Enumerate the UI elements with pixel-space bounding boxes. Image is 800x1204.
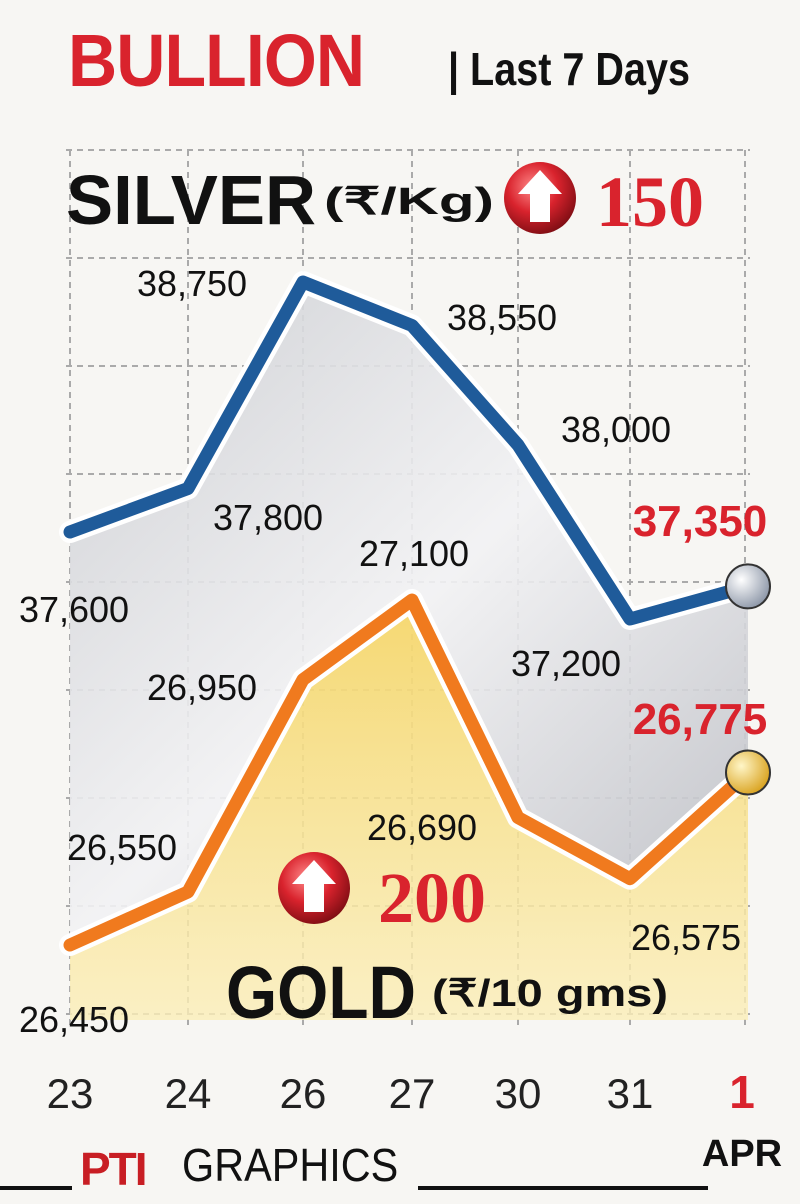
silver-line — [63, 275, 755, 626]
gold-value-label: 26,775 — [633, 695, 768, 744]
gold-end-point — [725, 749, 771, 796]
silver-change-value: 150 — [596, 162, 704, 242]
x-tick-label: 30 — [495, 1070, 542, 1117]
silver-unit-label: (₹/Kg) — [324, 181, 494, 223]
gold-up-arrow-icon — [278, 852, 350, 924]
silver-up-arrow-icon — [504, 162, 576, 234]
chart-subtitle: | Last 7 Days — [448, 43, 690, 95]
x-tick-label: 27 — [389, 1070, 436, 1117]
series-markers — [725, 563, 771, 796]
gold-line — [63, 593, 755, 952]
x-tick-label: 1 — [729, 1066, 755, 1118]
gold-value-label: 26,575 — [631, 917, 741, 958]
silver-value-label: 38,550 — [447, 297, 557, 338]
month-label: APR — [702, 1133, 782, 1175]
x-axis: 23 24 26 27 30 31 1 — [47, 1066, 755, 1118]
silver-value-label: 38,000 — [561, 409, 671, 450]
silver-value-label: 37,350 — [633, 497, 768, 546]
gold-value-label: 27,100 — [359, 533, 469, 574]
pti-logo: PTI — [80, 1142, 172, 1195]
footer-rule-left — [0, 1186, 72, 1190]
silver-value-label: 37,600 — [19, 589, 129, 630]
x-tick-label: 31 — [607, 1070, 654, 1117]
gold-value-label: 26,550 — [67, 827, 177, 868]
gold-series-title: GOLD — [226, 951, 416, 1034]
x-tick-label: 24 — [165, 1070, 212, 1117]
x-tick-label: 23 — [47, 1070, 94, 1117]
footer-label: GRAPHICS — [182, 1139, 399, 1191]
silver-value-label: 37,800 — [213, 497, 323, 538]
gold-value-label: 26,450 — [19, 999, 129, 1040]
chart-title: BULLION — [68, 19, 365, 102]
silver-series-title: SILVER — [66, 161, 316, 239]
value-labels: 37,600 37,800 38,750 38,550 38,000 37,200 37,3… — [19, 263, 767, 1040]
gold-value-label: 26,690 — [367, 807, 477, 848]
x-tick-label: 26 — [280, 1070, 327, 1117]
gold-value-label: 26,950 — [147, 667, 257, 708]
silver-value-label: 37,200 — [511, 643, 621, 684]
gold-change-value: 200 — [378, 858, 486, 938]
footer-rule — [418, 1186, 708, 1190]
silver-value-label: 38,750 — [137, 263, 247, 304]
silver-end-point — [725, 563, 771, 610]
gold-area — [70, 600, 748, 1020]
gold-unit-label: (₹/10 gms) — [432, 973, 668, 1015]
series-lines — [59, 271, 759, 956]
